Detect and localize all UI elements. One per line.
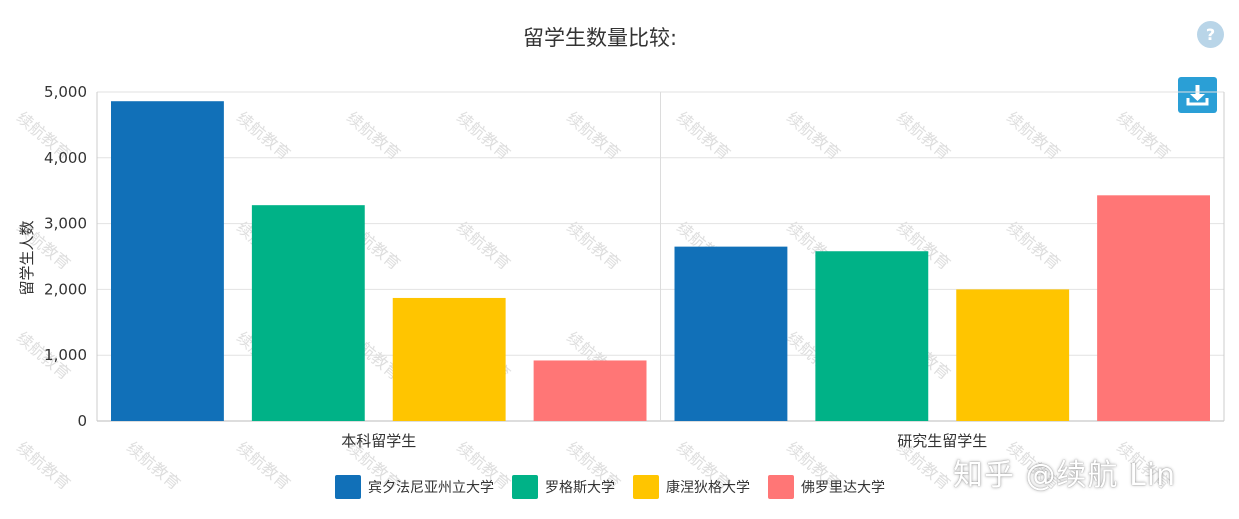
x-category-labels: 本科留学生 研究生留学生	[341, 432, 987, 450]
watermark-text: 续航教育	[563, 218, 624, 274]
y-tick-label: 5,000	[44, 83, 87, 101]
legend-label: 罗格斯大学	[545, 480, 615, 496]
watermark-text: 续航教育	[123, 438, 184, 494]
bar[interactable]	[251, 205, 365, 421]
legend-swatch	[335, 475, 361, 499]
bars	[111, 101, 1210, 421]
legend-item[interactable]: 罗格斯大学	[512, 475, 615, 499]
legend-label: 康涅狄格大学	[666, 479, 750, 496]
legend-item[interactable]: 佛罗里达大学	[768, 475, 885, 499]
watermark-text: 续航教育	[783, 108, 844, 164]
watermark-text: 续航教育	[1003, 108, 1064, 164]
watermark-text: 续航教育	[13, 438, 74, 494]
help-button[interactable]: ?	[1197, 21, 1224, 48]
bar[interactable]	[1097, 195, 1210, 421]
watermark-text: 续航教育	[343, 108, 404, 164]
bar[interactable]	[815, 251, 929, 421]
bar[interactable]	[674, 246, 788, 421]
y-axis-label: 留学生人数	[18, 220, 36, 295]
legend-label: 佛罗里达大学	[801, 480, 885, 496]
y-tick-label: 3,000	[44, 215, 87, 233]
legend: 宾夕法尼亚州立大学 罗格斯大学 康涅狄格大学 佛罗里达大学	[335, 475, 885, 499]
y-tick-label: 4,000	[44, 149, 87, 167]
watermark-text: 续航教育	[893, 108, 954, 164]
bar[interactable]	[956, 289, 1070, 421]
legend-swatch	[512, 475, 538, 499]
help-icon: ?	[1205, 25, 1216, 44]
watermark-text: 续航教育	[1003, 218, 1064, 274]
y-tick-label: 1,000	[44, 346, 87, 364]
bar[interactable]	[111, 101, 224, 421]
legend-item[interactable]: 康涅狄格大学	[633, 475, 750, 499]
legend-label: 宾夕法尼亚州立大学	[368, 480, 494, 496]
legend-swatch	[768, 475, 794, 499]
watermark-text: 续航教育	[673, 108, 734, 164]
axes	[96, 92, 1225, 421]
legend-swatch	[633, 475, 659, 499]
watermark-text: 续航教育	[233, 438, 294, 494]
watermark-text: 续航教育	[563, 108, 624, 164]
chart-title: 留学生数量比较:	[522, 26, 678, 50]
bar[interactable]	[392, 297, 506, 421]
zhihu-watermark: 知乎 @续航 Lin	[953, 458, 1177, 493]
y-tick-labels: 0 1,000 2,000 3,000 4,000 5,000	[44, 83, 87, 430]
download-icon	[1186, 85, 1209, 106]
watermark-text: 续航教育	[453, 108, 514, 164]
bar[interactable]	[533, 360, 647, 421]
x-category-label: 本科留学生	[341, 432, 416, 450]
y-tick-label: 2,000	[44, 280, 87, 298]
legend-item[interactable]: 宾夕法尼亚州立大学	[335, 475, 494, 499]
watermark-text: 续航教育	[453, 218, 514, 274]
watermark-text: 续航教育	[1113, 108, 1174, 164]
y-tick-label: 0	[77, 412, 87, 430]
watermark-text: 续航教育	[233, 108, 294, 164]
x-category-label: 研究生留学生	[897, 432, 987, 450]
download-button[interactable]	[1178, 77, 1217, 113]
